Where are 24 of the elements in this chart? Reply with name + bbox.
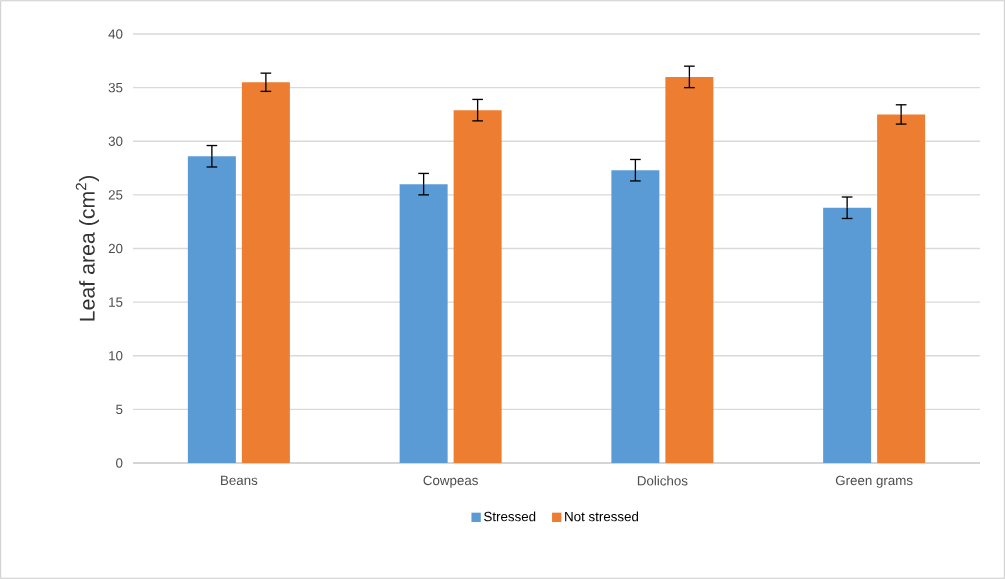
- bar: [823, 207, 872, 463]
- y-tick-label: 25: [108, 190, 123, 200]
- bar: [877, 114, 926, 463]
- x-tick-label: Cowpeas: [423, 475, 478, 488]
- x-tick-label: Beans: [221, 475, 258, 486]
- x-tick-label: Dolichos: [637, 475, 688, 486]
- x-tick-label: Green grams: [835, 475, 913, 488]
- y-tick-label: 5: [116, 404, 123, 415]
- y-tick-label: 40: [108, 29, 123, 39]
- bar: [665, 76, 714, 463]
- y-tick-label: 30: [108, 136, 123, 146]
- bar: [611, 170, 660, 463]
- y-tick-label: 20: [108, 243, 123, 254]
- bar: [453, 110, 502, 463]
- y-tick-label: 15: [109, 297, 123, 307]
- bar: [187, 156, 236, 463]
- bar: [399, 184, 448, 463]
- legend-label: Not stressed: [565, 511, 639, 522]
- y-axis-title: Leaf area (cm$^{2}$): [75, 175, 99, 321]
- y-tick-label: 10: [109, 351, 123, 361]
- bar: [241, 82, 290, 463]
- y-tick-label: 0: [116, 458, 123, 468]
- legend-label: Stressed: [484, 511, 536, 522]
- y-tick-label: 35: [108, 82, 123, 93]
